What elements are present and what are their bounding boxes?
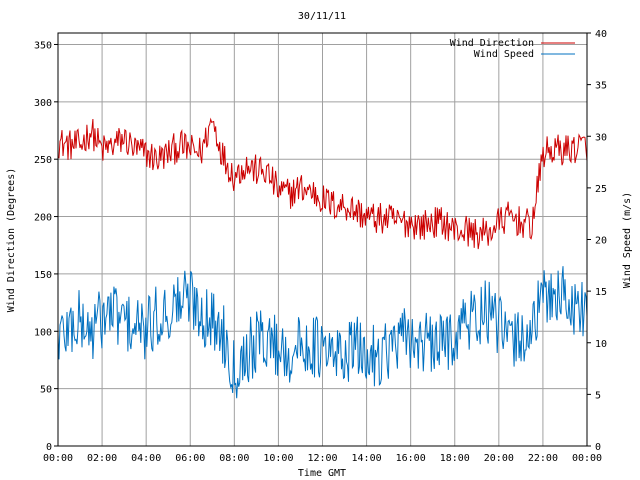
y-right-tick-label: 40 bbox=[595, 29, 607, 40]
y-left-tick-label: 150 bbox=[34, 270, 52, 281]
x-tick-label: 02:00 bbox=[87, 453, 117, 464]
y-right-tick-label: 25 bbox=[595, 184, 607, 195]
y-left-tick-label: 300 bbox=[34, 98, 52, 109]
series-line-wind-direction bbox=[57, 117, 588, 250]
x-tick-label: 10:00 bbox=[263, 453, 293, 464]
y-right-tick-label: 5 bbox=[595, 390, 601, 401]
y-right-tick-label: 20 bbox=[595, 236, 607, 247]
x-tick-label: 12:00 bbox=[307, 453, 337, 464]
x-tick-label: 16:00 bbox=[396, 453, 426, 464]
grid bbox=[57, 33, 588, 447]
y-right-tick-label: 15 bbox=[595, 287, 607, 298]
y-left-tick-label: 50 bbox=[40, 385, 52, 396]
y-left-tick-label: 100 bbox=[34, 327, 52, 338]
legend: Wind Direction Wind Speed bbox=[450, 38, 575, 60]
y-right-tick-label: 30 bbox=[595, 132, 607, 143]
y-right-tick-label: 10 bbox=[595, 339, 607, 350]
y-right-tick-labels: 0 5 10 15 20 25 30 35 40 bbox=[587, 29, 607, 453]
y-right-tick-label: 35 bbox=[595, 81, 607, 92]
legend-label-wind-speed: Wind Speed bbox=[474, 49, 534, 60]
x-tick-label: 00:00 bbox=[43, 453, 73, 464]
y-left-tick-label: 200 bbox=[34, 213, 52, 224]
y-right-axis-label: Wind Speed (m/s) bbox=[622, 192, 633, 288]
series-group bbox=[57, 117, 588, 399]
legend-label-wind-direction: Wind Direction bbox=[450, 38, 534, 49]
y-left-tick-labels: 0 50 100 150 200 250 300 350 bbox=[34, 40, 58, 453]
x-axis-label: Time GMT bbox=[298, 468, 346, 479]
x-tick-labels: 00:00 02:00 04:00 06:00 08:00 10:00 12:00 14:00… bbox=[43, 453, 602, 464]
x-tick-label: 04:00 bbox=[131, 453, 161, 464]
y-right-tick-label: 0 bbox=[595, 442, 601, 453]
x-tick-label: 18:00 bbox=[440, 453, 470, 464]
y-left-tick-label: 350 bbox=[34, 40, 52, 51]
x-tick-label: 14:00 bbox=[352, 453, 382, 464]
y-left-tick-label: 250 bbox=[34, 155, 52, 166]
y-left-axis-label: Wind Direction (Degrees) bbox=[6, 168, 17, 313]
x-tick-label: 22:00 bbox=[528, 453, 558, 464]
series-line-wind-speed bbox=[57, 266, 588, 399]
chart-title: 30/11/11 bbox=[298, 11, 346, 22]
x-tick-label: 00:00 bbox=[572, 453, 602, 464]
x-tick-label: 08:00 bbox=[219, 453, 249, 464]
y-left-tick-label: 0 bbox=[46, 442, 52, 453]
x-tick-label: 06:00 bbox=[175, 453, 205, 464]
x-tick-label: 20:00 bbox=[484, 453, 514, 464]
